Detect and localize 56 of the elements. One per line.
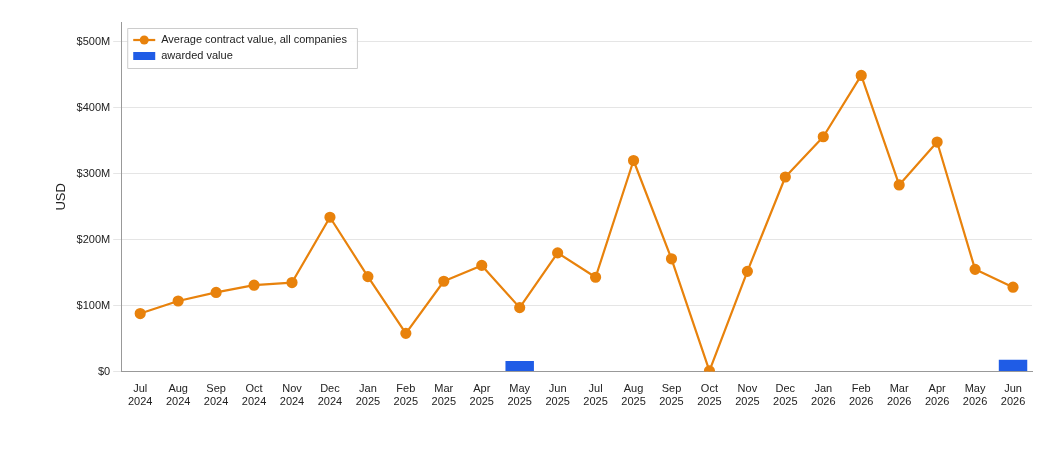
point bbox=[931, 136, 943, 148]
point bbox=[286, 276, 298, 289]
point bbox=[589, 271, 602, 283]
x-tick-label: Jul 2024 bbox=[127, 382, 153, 408]
x-tick-label: Feb 2025 bbox=[393, 382, 419, 408]
x-tick-label: Jun 2026 bbox=[1000, 382, 1026, 408]
x-tick-label: Jun 2025 bbox=[545, 382, 570, 408]
x-tick-label: Nov 2024 bbox=[279, 382, 305, 408]
x-tick-label: Oct 2025 bbox=[697, 382, 722, 408]
legend-label: awarded value bbox=[161, 49, 233, 62]
point bbox=[438, 275, 450, 287]
point bbox=[969, 263, 981, 275]
x-tick-label: Oct 2024 bbox=[241, 382, 267, 408]
x-tick-label: Jul 2025 bbox=[583, 382, 608, 408]
legend-label: Average contract value, all companies bbox=[161, 33, 348, 46]
y-axis-title: USD bbox=[53, 183, 69, 211]
x-tick-label: Jan 2025 bbox=[355, 382, 381, 408]
point bbox=[627, 154, 640, 167]
point bbox=[362, 271, 374, 283]
point bbox=[817, 131, 829, 143]
x-tick-label: Nov 2025 bbox=[735, 382, 760, 408]
x-tick-label: May 2026 bbox=[962, 382, 988, 408]
x-tick-label: Apr 2026 bbox=[924, 382, 950, 408]
point bbox=[779, 171, 791, 183]
point bbox=[552, 247, 564, 259]
x-tick-label: Dec 2024 bbox=[317, 382, 343, 408]
point bbox=[134, 307, 146, 320]
point bbox=[172, 295, 184, 307]
x-tick-label: Dec 2025 bbox=[773, 382, 798, 408]
point bbox=[665, 253, 678, 265]
x-tick-label: Apr 2025 bbox=[469, 382, 494, 408]
x-tick-label: Feb 2026 bbox=[848, 382, 874, 408]
point bbox=[1007, 281, 1019, 293]
x-tick-label: Sep 2025 bbox=[659, 382, 684, 408]
point bbox=[400, 327, 412, 339]
y-tick-label: $200M bbox=[76, 232, 111, 245]
point bbox=[855, 69, 867, 82]
y-tick-label: $0 bbox=[97, 364, 111, 377]
x-tick-label: Aug 2025 bbox=[621, 382, 646, 408]
point bbox=[248, 279, 260, 291]
y-tick-label: $500M bbox=[76, 34, 111, 47]
y-tick-label: $400M bbox=[76, 100, 111, 113]
x-tick-label: Aug 2024 bbox=[165, 382, 191, 408]
y-tick-label: $300M bbox=[76, 166, 111, 179]
x-tick-label: Mar 2026 bbox=[886, 382, 912, 408]
point bbox=[893, 179, 905, 191]
x-tick-label: Mar 2025 bbox=[431, 382, 457, 408]
x-tick-label: Sep 2024 bbox=[203, 382, 229, 408]
x-tick-label: May 2025 bbox=[507, 382, 532, 408]
point bbox=[324, 211, 336, 223]
point bbox=[210, 286, 222, 299]
point bbox=[476, 259, 488, 271]
point bbox=[741, 265, 753, 277]
point bbox=[514, 302, 526, 314]
y-tick-label: $100M bbox=[76, 298, 111, 311]
x-tick-label: Jan 2026 bbox=[811, 382, 836, 408]
